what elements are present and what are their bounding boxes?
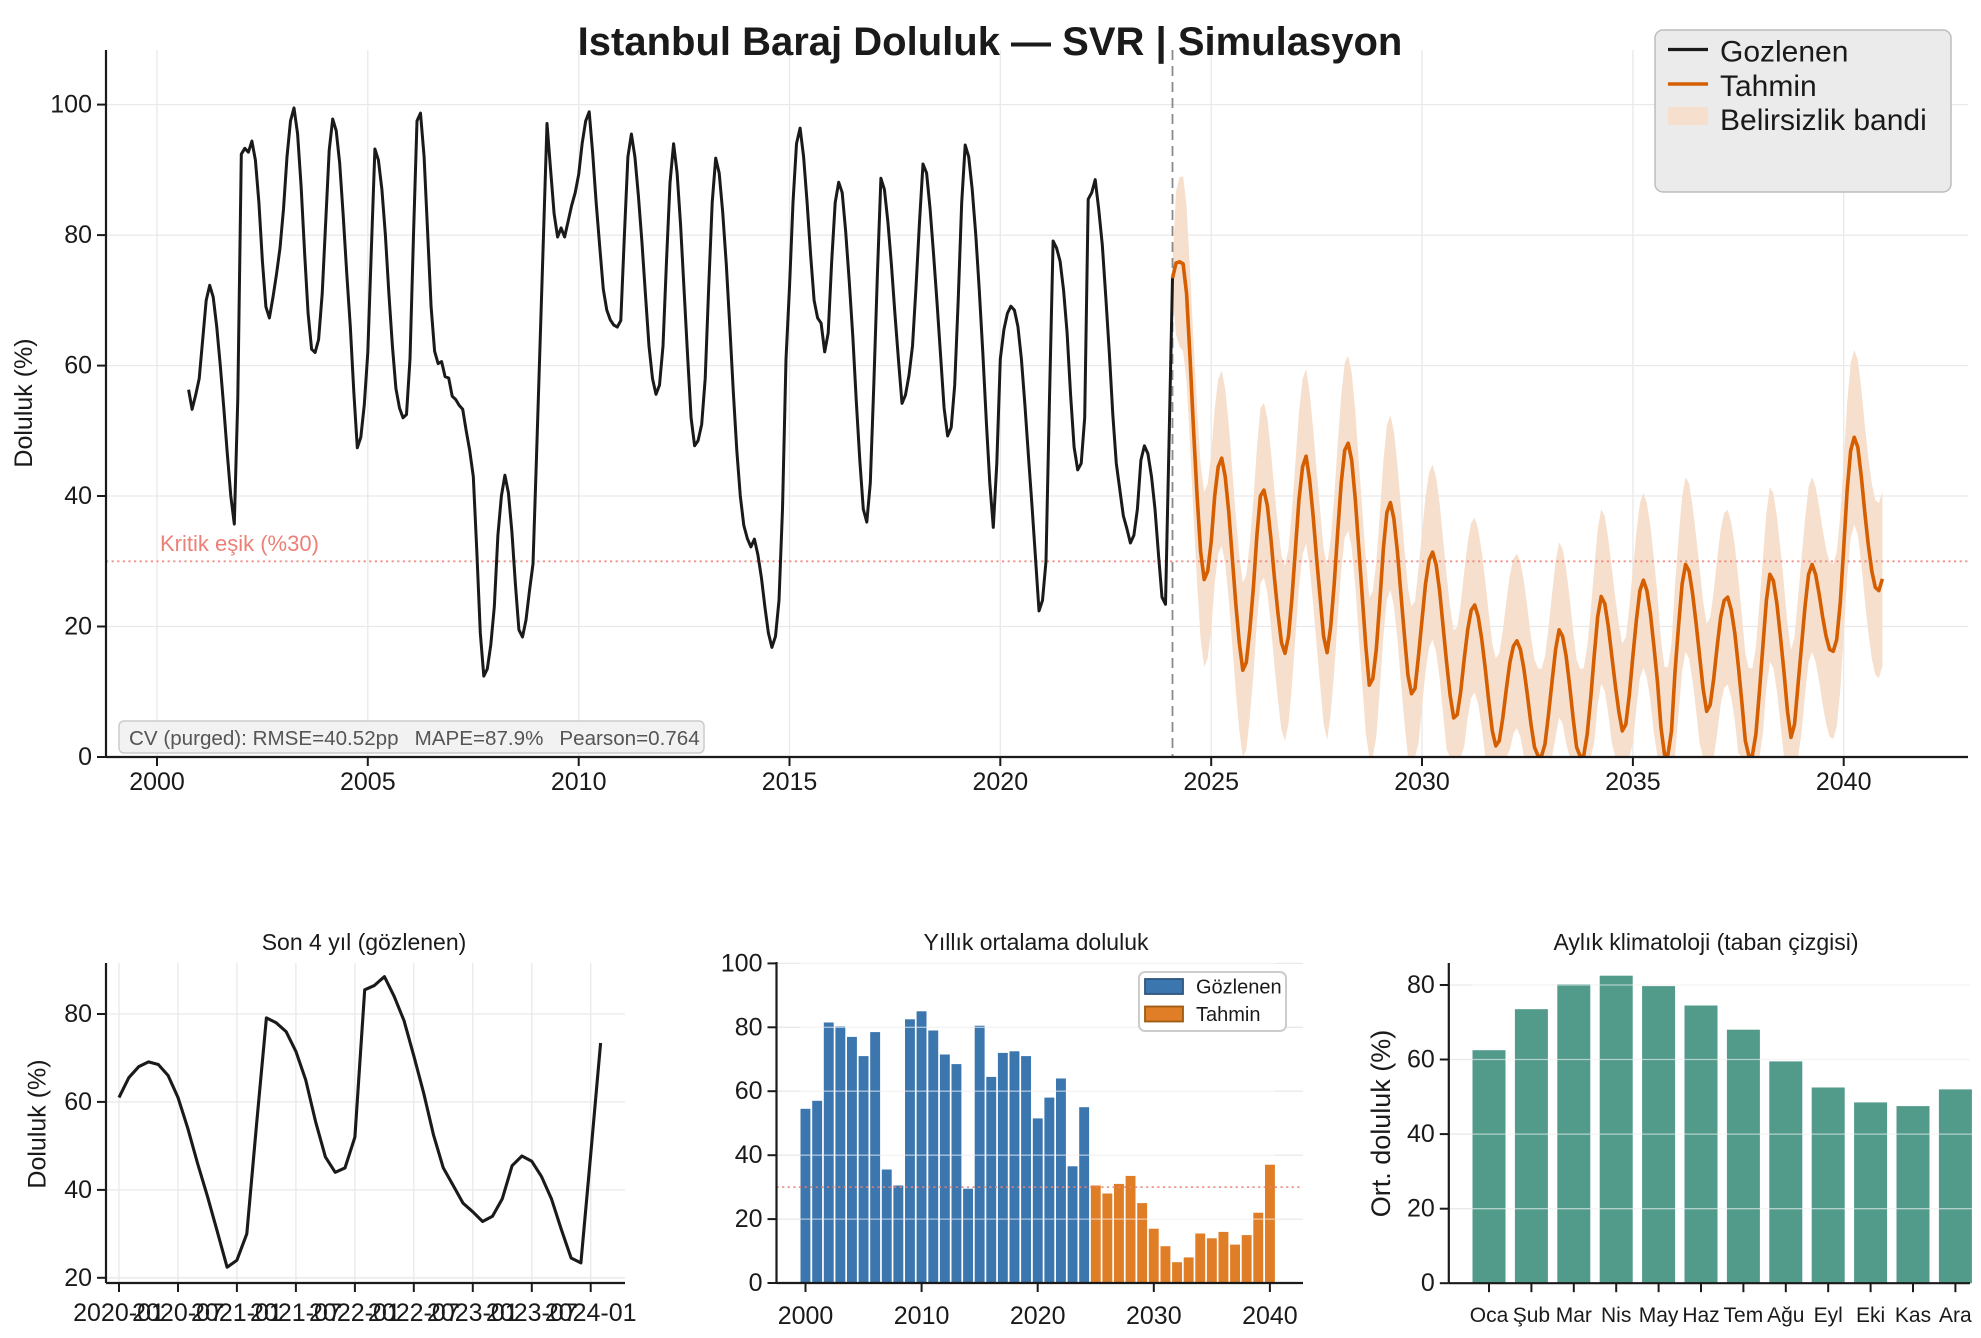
svg-text:100: 100 — [721, 949, 763, 977]
svg-text:CV (purged): RMSE=40.52pp MAP: CV (purged): RMSE=40.52pp MAPE=87.9% Pea… — [129, 727, 700, 750]
svg-text:Nis: Nis — [1601, 1304, 1631, 1327]
svg-text:Oca: Oca — [1470, 1304, 1509, 1327]
svg-text:20: 20 — [64, 1264, 92, 1292]
svg-text:2030: 2030 — [1126, 1302, 1182, 1330]
svg-text:Gozlenen: Gozlenen — [1720, 36, 1848, 69]
svg-text:Tahmin: Tahmin — [1196, 1004, 1260, 1026]
svg-text:2021-01: 2021-01 — [191, 1299, 283, 1327]
svg-text:Istanbul Baraj Doluluk — SVR |: Istanbul Baraj Doluluk — SVR | Simulasyo… — [578, 20, 1403, 64]
svg-text:60: 60 — [735, 1077, 763, 1105]
svg-text:80: 80 — [64, 221, 92, 249]
svg-text:20: 20 — [1407, 1195, 1435, 1223]
svg-text:Ağu: Ağu — [1767, 1304, 1804, 1327]
svg-text:40: 40 — [64, 482, 92, 510]
svg-text:Doluluk (%): Doluluk (%) — [10, 338, 38, 467]
svg-text:2005: 2005 — [340, 768, 396, 796]
svg-text:Şub: Şub — [1513, 1304, 1550, 1327]
svg-text:Yıllık ortalama doluluk: Yıllık ortalama doluluk — [924, 929, 1149, 955]
svg-text:0: 0 — [1421, 1269, 1435, 1297]
svg-text:40: 40 — [1407, 1120, 1435, 1148]
svg-text:2040: 2040 — [1242, 1302, 1298, 1330]
svg-text:100: 100 — [50, 91, 92, 119]
svg-text:2022-01: 2022-01 — [309, 1299, 401, 1327]
svg-text:Doluluk (%): Doluluk (%) — [24, 1059, 52, 1188]
svg-text:80: 80 — [64, 1000, 92, 1028]
svg-text:2021-07: 2021-07 — [250, 1299, 342, 1327]
svg-text:2000: 2000 — [778, 1302, 834, 1330]
svg-text:40: 40 — [735, 1141, 763, 1169]
svg-text:Ara: Ara — [1939, 1304, 1972, 1327]
svg-text:2022-07: 2022-07 — [368, 1299, 460, 1327]
svg-text:60: 60 — [64, 1088, 92, 1116]
svg-text:0: 0 — [78, 743, 92, 771]
svg-text:20: 20 — [735, 1205, 763, 1233]
svg-text:Tahmin: Tahmin — [1720, 70, 1817, 103]
svg-text:2035: 2035 — [1605, 768, 1661, 796]
svg-text:2040: 2040 — [1816, 768, 1872, 796]
svg-text:Kas: Kas — [1895, 1304, 1931, 1327]
svg-text:May: May — [1639, 1304, 1679, 1327]
svg-text:60: 60 — [64, 352, 92, 380]
svg-text:20: 20 — [64, 613, 92, 641]
svg-text:0: 0 — [749, 1269, 763, 1297]
svg-text:80: 80 — [735, 1013, 763, 1041]
svg-text:2020: 2020 — [1010, 1302, 1066, 1330]
svg-text:Mar: Mar — [1556, 1304, 1592, 1327]
svg-text:Belirsizlik bandi: Belirsizlik bandi — [1720, 104, 1927, 137]
svg-text:2000: 2000 — [129, 768, 185, 796]
svg-text:2010: 2010 — [894, 1302, 950, 1330]
svg-text:60: 60 — [1407, 1046, 1435, 1074]
svg-text:2020: 2020 — [972, 768, 1028, 796]
svg-text:Kritik eşik (%30): Kritik eşik (%30) — [160, 531, 319, 556]
svg-text:2020-01: 2020-01 — [73, 1299, 165, 1327]
svg-text:2024-01: 2024-01 — [545, 1299, 637, 1327]
svg-text:2020-07: 2020-07 — [132, 1299, 224, 1327]
svg-text:80: 80 — [1407, 971, 1435, 999]
svg-text:Tem: Tem — [1724, 1304, 1764, 1327]
svg-text:40: 40 — [64, 1176, 92, 1204]
svg-text:2010: 2010 — [551, 768, 607, 796]
svg-text:2030: 2030 — [1394, 768, 1450, 796]
svg-text:Haz: Haz — [1682, 1304, 1719, 1327]
svg-text:Ort. doluluk (%): Ort. doluluk (%) — [1366, 1030, 1396, 1218]
svg-text:Gözlenen: Gözlenen — [1196, 977, 1282, 999]
svg-text:2015: 2015 — [762, 768, 818, 796]
svg-text:Son 4 yıl (gözlenen): Son 4 yıl (gözlenen) — [262, 929, 467, 955]
svg-text:2025: 2025 — [1183, 768, 1239, 796]
svg-text:Eyl: Eyl — [1814, 1304, 1843, 1327]
svg-text:Eki: Eki — [1856, 1304, 1885, 1327]
svg-text:Aylık klimatoloji (taban çizgi: Aylık klimatoloji (taban çizgisi) — [1553, 929, 1858, 955]
svg-text:2023-07: 2023-07 — [486, 1299, 578, 1327]
svg-text:2023-01: 2023-01 — [427, 1299, 519, 1327]
